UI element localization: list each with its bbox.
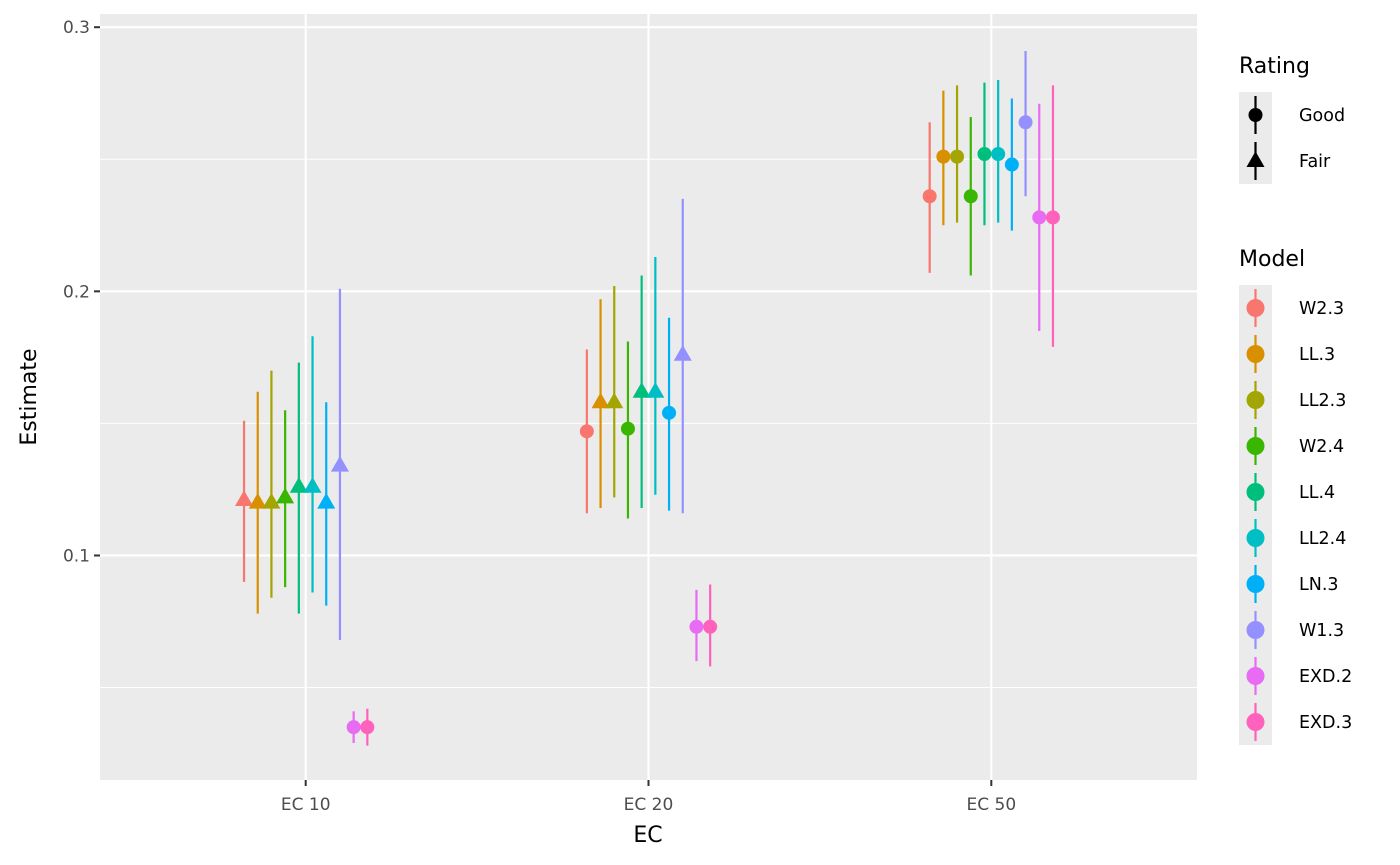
series-W1.3 bbox=[330, 50, 1033, 641]
legend-label: Good bbox=[1299, 106, 1345, 126]
legend-label: LL.3 bbox=[1299, 345, 1335, 365]
series-LL.4 bbox=[289, 82, 992, 614]
series-LN.3 bbox=[317, 98, 1019, 606]
legend-key-point bbox=[1246, 391, 1265, 409]
legend-key-point bbox=[1246, 713, 1265, 731]
point-circle bbox=[922, 189, 937, 204]
x-tick-label: EC 50 bbox=[966, 795, 1016, 815]
legend: Rating Good Fair Model W2.3 LL.3 LL2.3 W2.4 LL.4… bbox=[1239, 54, 1352, 745]
point-circle bbox=[991, 146, 1006, 161]
point-circle bbox=[620, 421, 635, 436]
series-EXD.3 bbox=[360, 85, 1060, 746]
y-tick-label: 0.3 bbox=[63, 18, 90, 38]
x-tick-label: EC 20 bbox=[624, 795, 674, 815]
point-circle bbox=[579, 424, 594, 439]
legend-key-point bbox=[1246, 345, 1265, 363]
point-circle bbox=[950, 149, 965, 164]
point-circle bbox=[360, 720, 375, 735]
legend-key-point bbox=[1246, 437, 1265, 455]
point-triangle bbox=[605, 392, 624, 409]
x-tick-label: EC 10 bbox=[281, 795, 331, 815]
point-triangle bbox=[317, 492, 336, 509]
point-circle bbox=[977, 146, 992, 161]
point-circle bbox=[1045, 210, 1060, 225]
point-triangle bbox=[248, 492, 267, 509]
point-circle bbox=[1004, 157, 1019, 172]
legend-label: EXD.3 bbox=[1299, 713, 1352, 733]
point-triangle bbox=[632, 381, 651, 398]
point-triangle bbox=[276, 487, 295, 504]
point-triangle bbox=[303, 477, 322, 493]
legend-model-title: Model bbox=[1239, 247, 1305, 272]
legend-label: W2.4 bbox=[1299, 437, 1344, 457]
data-marks bbox=[235, 50, 1060, 746]
y-axis-title: Estimate bbox=[17, 348, 42, 445]
legend-label: W2.3 bbox=[1299, 299, 1344, 319]
point-triangle bbox=[262, 492, 281, 509]
legend-label: W1.3 bbox=[1299, 621, 1344, 641]
point-circle bbox=[963, 189, 978, 204]
point-triangle bbox=[673, 344, 692, 361]
legend-label: LN.3 bbox=[1299, 575, 1339, 595]
point-triangle bbox=[330, 455, 349, 472]
point-triangle bbox=[591, 392, 610, 409]
legend-label: LL.4 bbox=[1299, 483, 1335, 503]
legend-rating-title: Rating bbox=[1239, 54, 1310, 79]
legend-key-point bbox=[1246, 667, 1265, 685]
point-triangle bbox=[289, 477, 308, 493]
point-circle bbox=[936, 149, 951, 164]
y-tick-label: 0.2 bbox=[63, 282, 90, 302]
point-circle bbox=[1032, 210, 1047, 225]
legend-label: LL2.3 bbox=[1299, 391, 1346, 411]
series-EXD.2 bbox=[346, 103, 1047, 744]
point-triangle bbox=[235, 490, 254, 506]
legend-key-point bbox=[1246, 621, 1265, 639]
circle-icon bbox=[1248, 108, 1263, 122]
legend-label: EXD.2 bbox=[1299, 667, 1352, 687]
point-triangle bbox=[646, 381, 665, 398]
series-W2.3 bbox=[235, 122, 937, 582]
point-circle bbox=[1018, 115, 1033, 130]
y-tick-label: 0.1 bbox=[63, 546, 90, 566]
legend-key-point bbox=[1246, 529, 1265, 547]
point-circle bbox=[703, 619, 718, 634]
series-LL2.3 bbox=[262, 85, 965, 598]
x-axis-title: EC bbox=[633, 823, 662, 848]
point-circle bbox=[346, 720, 361, 735]
legend-key-point bbox=[1246, 299, 1265, 317]
legend-key-point bbox=[1246, 575, 1265, 593]
series-LL2.4 bbox=[303, 80, 1006, 593]
series-W2.4 bbox=[276, 117, 978, 588]
legend-label: LL2.4 bbox=[1299, 529, 1346, 549]
legend-key-point bbox=[1246, 483, 1265, 501]
series-LL.3 bbox=[248, 90, 951, 614]
axes: 0.1 0.2 0.3 EC 10 EC 20 EC 50 bbox=[63, 18, 1016, 815]
point-circle bbox=[662, 405, 677, 420]
triangle-icon bbox=[1246, 151, 1265, 167]
point-circle bbox=[689, 619, 704, 634]
legend-label: Fair bbox=[1299, 152, 1331, 172]
